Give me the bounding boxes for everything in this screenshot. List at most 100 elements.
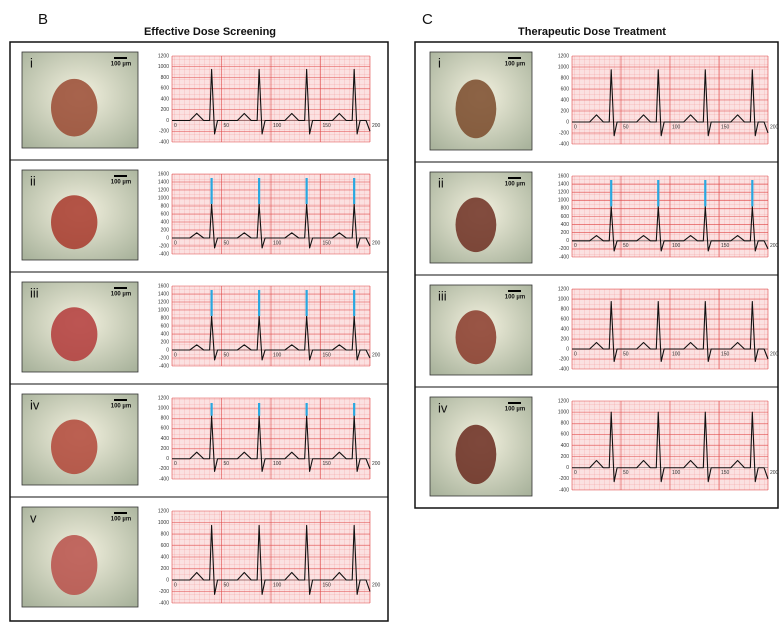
x-tick-label: 0 [574, 124, 577, 130]
y-tick-label: 1200 [158, 299, 169, 305]
y-tick-label: 800 [561, 206, 570, 212]
x-tick-label: 150 [323, 461, 332, 467]
y-tick-label: 1000 [558, 409, 569, 415]
x-tick-label: 200 [770, 124, 779, 130]
x-tick-label: 100 [273, 123, 282, 129]
y-tick-label: 200 [161, 227, 170, 233]
y-tick-label: -400 [159, 600, 169, 606]
y-tick-label: 1200 [558, 398, 569, 404]
y-tick-label: -200 [559, 130, 569, 136]
y-tick-label: 1200 [558, 53, 569, 59]
x-tick-label: 50 [623, 470, 629, 476]
y-tick-label: 0 [166, 235, 169, 241]
ecg-trace [610, 180, 754, 207]
y-tick-label: -400 [559, 254, 569, 260]
heart-tissue [455, 310, 497, 365]
panel-letter: B [38, 11, 48, 28]
ecg-trace [572, 300, 769, 363]
row-label: ii [30, 173, 36, 188]
y-tick-label: 800 [561, 306, 570, 312]
y-tick-label: 800 [161, 75, 170, 81]
y-tick-label: 600 [561, 316, 570, 322]
x-tick-label: 0 [174, 352, 177, 358]
x-tick-label: 200 [770, 351, 779, 357]
panel-title: Effective Dose Screening [144, 26, 276, 38]
x-tick-label: 100 [672, 124, 681, 130]
scale-bar-label: 100 µm [505, 182, 525, 188]
y-tick-label: 400 [161, 554, 170, 560]
heart-tissue [50, 195, 98, 250]
row-label: iv [30, 397, 40, 412]
y-tick-label: 400 [561, 97, 570, 103]
heart-tissue [50, 535, 98, 595]
y-tick-label: 1400 [158, 291, 169, 297]
x-tick-label: 150 [323, 240, 332, 246]
scale-bar-label: 100 µm [111, 180, 131, 186]
panel-title: Therapeutic Dose Treatment [518, 26, 666, 38]
x-tick-label: 0 [574, 470, 577, 476]
x-tick-label: 100 [672, 351, 681, 357]
x-tick-label: 0 [174, 461, 177, 467]
x-tick-label: 200 [770, 243, 779, 249]
x-tick-label: 50 [623, 351, 629, 357]
row-label: v [30, 510, 37, 525]
x-tick-label: 100 [273, 582, 282, 588]
y-tick-label: 1000 [158, 64, 169, 70]
y-tick-label: 1000 [158, 307, 169, 313]
y-tick-label: 600 [561, 432, 570, 438]
x-tick-label: 200 [372, 123, 381, 129]
heart-tissue [50, 419, 98, 475]
y-tick-label: 0 [166, 456, 169, 462]
x-tick-label: 150 [721, 351, 730, 357]
x-tick-label: 200 [770, 470, 779, 476]
x-tick-label: 200 [372, 582, 381, 588]
x-tick-label: 100 [273, 352, 282, 358]
scale-bar-label: 100 µm [111, 62, 131, 68]
x-tick-label: 50 [224, 240, 230, 246]
ecg-trace [172, 68, 371, 135]
x-tick-label: 100 [273, 461, 282, 467]
y-tick-label: 200 [561, 230, 570, 236]
y-tick-label: -400 [559, 141, 569, 147]
y-tick-label: -400 [559, 366, 569, 372]
y-tick-label: 1000 [558, 198, 569, 204]
y-tick-label: 1000 [158, 405, 169, 411]
x-tick-label: 0 [174, 240, 177, 246]
x-tick-label: 150 [323, 123, 332, 129]
y-tick-label: -200 [159, 129, 169, 135]
y-tick-label: -200 [159, 589, 169, 595]
x-tick-label: 150 [323, 582, 332, 588]
y-tick-label: 400 [561, 222, 570, 228]
y-tick-label: -200 [559, 356, 569, 362]
ecg-trace [572, 411, 769, 483]
y-tick-label: -200 [559, 476, 569, 482]
y-tick-label: 0 [166, 577, 169, 583]
y-tick-label: 1200 [158, 395, 169, 401]
y-tick-label: 400 [561, 326, 570, 332]
y-tick-label: -400 [159, 139, 169, 145]
y-tick-label: 0 [166, 118, 169, 124]
x-tick-label: 0 [574, 243, 577, 249]
scale-bar-label: 100 µm [505, 295, 525, 301]
y-tick-label: 0 [566, 238, 569, 244]
y-tick-label: -400 [159, 476, 169, 482]
y-tick-label: 800 [161, 315, 170, 321]
x-tick-label: 50 [224, 582, 230, 588]
x-tick-label: 200 [372, 352, 381, 358]
x-tick-label: 50 [224, 123, 230, 129]
y-tick-label: 400 [561, 443, 570, 449]
x-tick-label: 0 [174, 582, 177, 588]
ecg-trace [210, 290, 356, 316]
x-tick-label: 100 [672, 470, 681, 476]
heart-tissue [50, 307, 98, 362]
heart-tissue [455, 424, 497, 485]
scale-bar-label: 100 µm [111, 517, 131, 523]
x-tick-label: 50 [224, 461, 230, 467]
y-tick-label: 800 [161, 203, 170, 209]
heart-tissue [455, 197, 497, 253]
ecg-trace [210, 178, 356, 204]
y-tick-label: 400 [161, 219, 170, 225]
y-tick-label: 0 [566, 119, 569, 125]
x-tick-label: 200 [372, 461, 381, 467]
scale-bar-label: 100 µm [505, 62, 525, 68]
